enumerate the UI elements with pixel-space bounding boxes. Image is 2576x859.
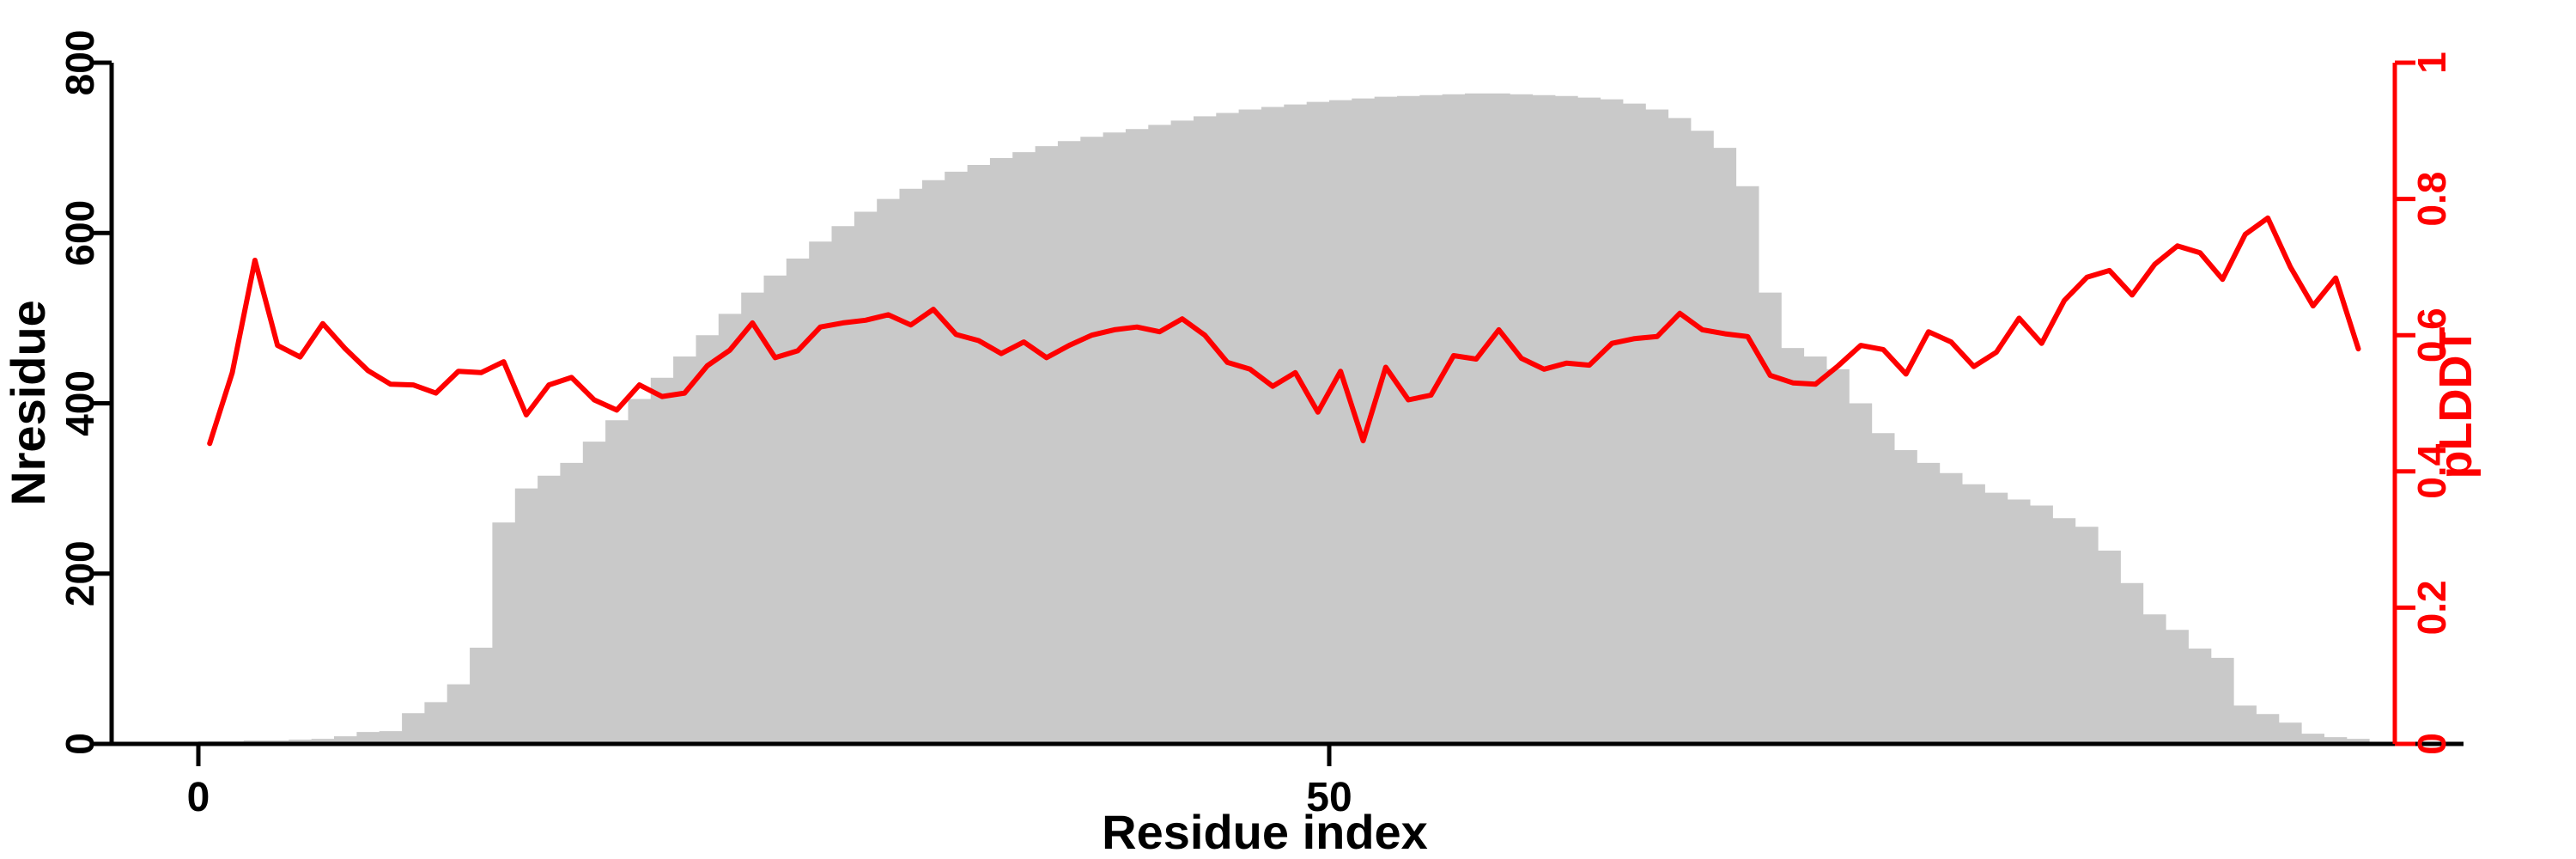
plddt-line (207, 215, 2361, 447)
y-axis-right-title: pLDDT (2430, 327, 2482, 479)
y-axis-left: 0 200 400 600 800 (58, 30, 114, 755)
y-left-tick-label: 400 (58, 370, 102, 436)
y-right-tick-label: 0.8 (2409, 172, 2454, 227)
x-tick-label: 50 (1306, 775, 1352, 820)
y-axis-left-title: Nresidue (1, 300, 55, 506)
x-axis-title: Residue index (1102, 805, 1428, 859)
y-right-tick-label: 0.4 (2409, 443, 2454, 498)
y-right-tick-label: 1 (2409, 52, 2454, 74)
y-right-tick-label: 0 (2409, 733, 2454, 755)
x-tick-label: 0 (187, 775, 210, 820)
nresidue-bar-silhouette (198, 93, 2370, 744)
y-left-tick-label: 0 (58, 733, 102, 755)
y-left-tick-label: 200 (58, 540, 102, 606)
y-right-tick-label: 0.6 (2409, 308, 2454, 362)
y-left-tick-label: 800 (58, 30, 102, 96)
x-axis: 0 50 (112, 741, 2464, 820)
y-axis-right: 0 0.2 0.4 0.6 0.8 1 (2392, 52, 2454, 755)
nresidue-bars (198, 93, 2370, 744)
y-left-tick-label: 600 (58, 200, 102, 266)
y-right-tick-label: 0.2 (2409, 580, 2454, 635)
plddt-line-path (207, 215, 2361, 447)
